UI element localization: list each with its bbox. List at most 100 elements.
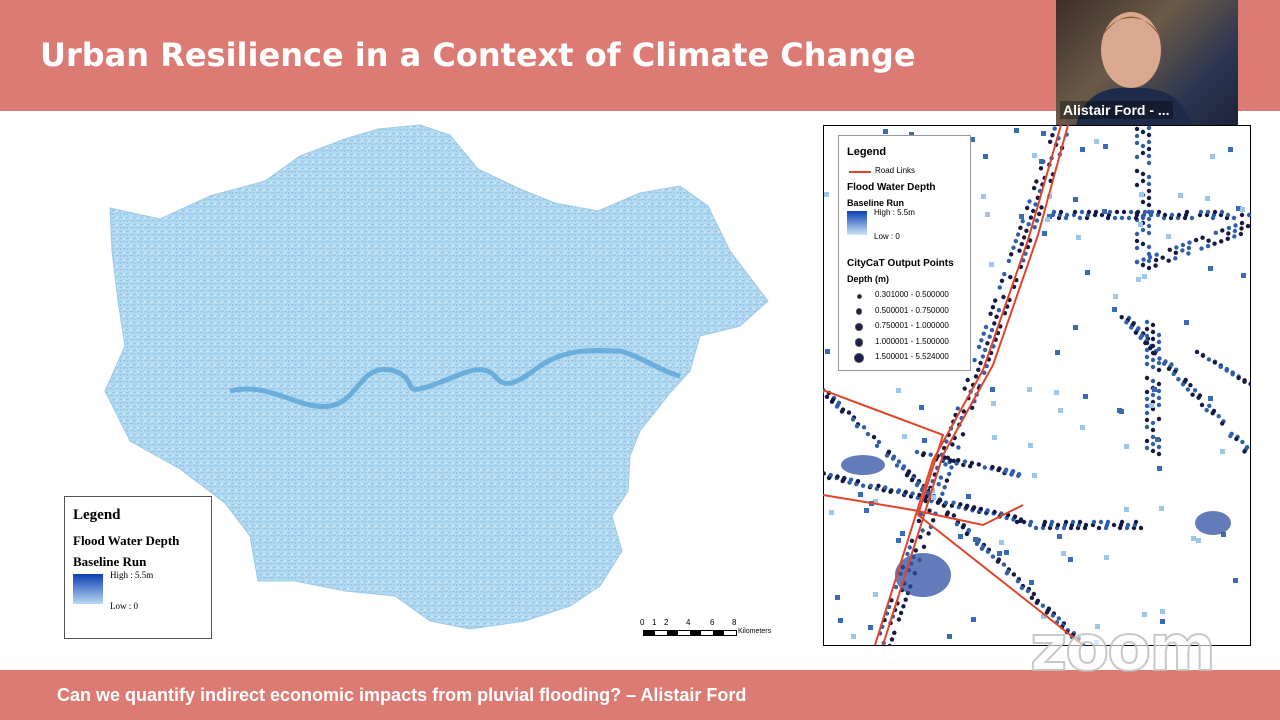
output-point [1134,238,1140,244]
output-point [1242,379,1247,384]
flood-cell [825,349,830,354]
output-point [1028,215,1034,220]
output-point [850,417,856,422]
flood-cell [1073,197,1078,202]
output-point [1134,154,1140,160]
output-point [834,404,840,409]
output-point [992,509,997,515]
output-point [904,473,910,478]
output-point [1144,417,1150,423]
output-point [1150,448,1156,454]
output-point [1034,218,1040,223]
output-point [1107,209,1113,215]
output-point [1185,387,1191,392]
output-point [903,489,908,495]
scale-bar-graphic [643,630,737,636]
output-point [1064,212,1070,218]
output-point [1134,133,1140,139]
output-point [909,477,915,483]
class-label: 0.500001 - 0.750000 [875,305,949,315]
output-point [1153,263,1158,268]
flood-cell [1083,394,1088,399]
flood-cell [1208,396,1213,401]
output-point [1147,254,1153,260]
output-point [1124,320,1129,325]
output-point [979,338,984,343]
output-point [1199,402,1205,408]
flood-cell [992,435,997,440]
class-symbol [854,353,864,363]
output-point [1150,336,1156,342]
output-point [1150,392,1156,398]
flood-cell [990,387,995,392]
output-point [1162,361,1167,366]
output-point [1220,421,1225,426]
output-point [1150,420,1156,426]
flood-area [841,455,885,475]
output-point [1050,613,1056,618]
output-point [907,545,912,550]
output-point [1144,361,1150,367]
output-point [1037,211,1042,217]
scale-unit: Kilometers [738,628,772,635]
output-point [951,513,957,518]
output-point [1134,245,1140,251]
output-point [997,466,1002,471]
output-point [996,308,1002,313]
flood-cell [1205,196,1210,201]
output-point [1156,381,1162,387]
output-point [1031,185,1037,191]
flood-cell [1138,222,1143,227]
output-point [944,439,949,444]
output-point [1138,525,1144,531]
output-point [1031,208,1036,214]
output-point [1156,402,1162,408]
output-point [839,409,845,414]
output-point [1238,231,1244,237]
output-point [1150,343,1156,349]
output-point [1173,256,1178,261]
output-point [1144,396,1150,402]
output-point [1150,441,1156,447]
flood-cell [1157,466,1162,471]
flood-cell [1103,144,1108,149]
flood-cell [1220,449,1225,454]
flood-cell [1057,534,1062,539]
legend-low: Low : 0 [874,232,900,241]
output-point [1146,244,1152,250]
output-point [955,406,960,411]
output-point [937,497,943,502]
output-point [1055,522,1061,528]
flood-cell [896,538,901,543]
output-point [1225,212,1231,218]
output-point [1144,410,1150,416]
output-point [1144,424,1150,430]
output-point [989,327,995,333]
output-point [962,459,968,464]
output-point [948,458,953,463]
flood-cell [900,531,905,536]
flood-cell [1210,154,1215,159]
output-point [1033,202,1038,207]
output-point [1027,199,1032,204]
output-point [921,544,927,549]
output-point [943,500,949,505]
output-point [1018,225,1023,230]
output-point [824,394,830,399]
class-symbol [855,308,863,315]
output-point [892,630,897,635]
flood-cell [1159,506,1164,511]
output-point [1146,195,1152,201]
output-point [1140,150,1146,156]
output-point [1156,209,1162,215]
output-point [994,314,999,319]
output-point [894,463,900,468]
output-point [1134,231,1140,237]
output-point [1213,230,1218,235]
output-point [1192,388,1198,393]
flood-cell [1080,425,1085,430]
output-point [1025,588,1031,594]
output-point [889,637,895,642]
flood-cell [1019,214,1024,219]
